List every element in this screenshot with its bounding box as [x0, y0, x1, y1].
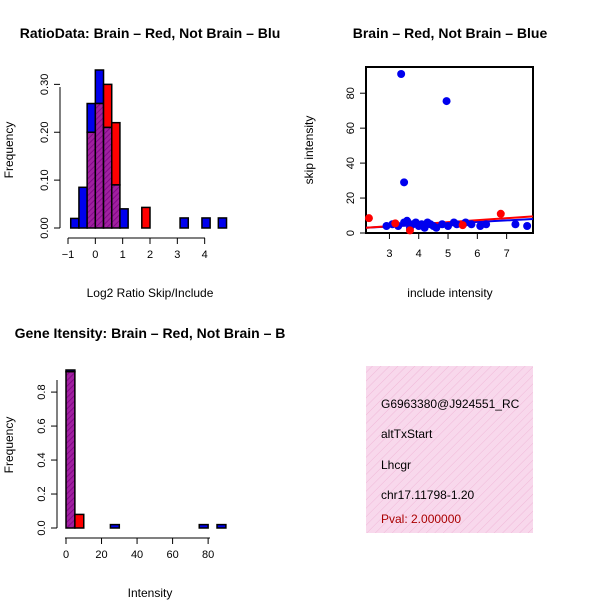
ratio-ytick-label: 0.10	[39, 169, 51, 190]
ratio-bar-blue	[86, 102, 97, 133]
gene-bar-red	[74, 513, 85, 529]
ratio-bar-overlap	[86, 131, 97, 229]
ratio-bar-blue	[201, 217, 211, 229]
gene-ylabel: Frequency	[2, 417, 16, 474]
point-red	[496, 209, 505, 218]
ratio-bar-blue	[78, 186, 88, 229]
scatter-ytick-label: 60	[345, 122, 357, 134]
ratio-xtick-label: 4	[202, 249, 208, 261]
point-blue	[442, 97, 451, 106]
info-id: G6963380@J924551_RC	[381, 397, 520, 411]
ratio-xtick-label: 2	[147, 249, 153, 261]
point-blue	[523, 222, 532, 231]
scatter-frame	[365, 66, 534, 234]
intensity-scatter: Brain – Red, Not Brain – Blue 3 4 5 6 7 0 20 40…	[302, 25, 547, 300]
ratio-bar-blue	[179, 217, 190, 229]
info-background	[366, 366, 533, 533]
point-red	[364, 214, 373, 223]
point-blue	[432, 223, 441, 232]
gene-ytick-label: 0.8	[36, 384, 48, 399]
gene-ytick-label: 0.0	[36, 520, 48, 535]
point-blue	[444, 222, 453, 231]
info-panel: G6963380@J924551_RC altTxStart Lhcgr chr…	[366, 366, 533, 533]
gene-xtick-label: 60	[166, 549, 178, 561]
gene-ytick-label: 0.2	[36, 486, 48, 501]
ratio-title: RatioData: Brain – Red, Not Brain – Blu	[20, 25, 281, 41]
ratio-xlabel: Log2 Ratio Skip/Include	[87, 286, 214, 300]
ratio-bar-overlap	[110, 184, 121, 229]
gene-xtick-label: 0	[63, 549, 69, 561]
ratio-bar-red	[141, 206, 151, 229]
ratio-histogram: RatioData: Brain – Red, Not Brain – Blu …	[2, 25, 280, 300]
gene-bar-blue	[109, 523, 121, 529]
point-blue	[452, 220, 461, 229]
ratio-bar-blue	[217, 217, 228, 229]
scatter-ylabel: skip intensity	[302, 116, 316, 185]
point-blue	[511, 220, 520, 229]
scatter-xtick-label: 5	[445, 248, 451, 260]
scatter-ytick-label: 40	[345, 157, 357, 169]
gene-intensity-histogram: Gene Itensity: Brain – Red, Not Brain – …	[2, 325, 285, 600]
scatter-ytick-label: 0	[345, 230, 357, 236]
point-blue	[403, 216, 412, 225]
scatter-ytick-label: 80	[345, 87, 357, 99]
gene-xtick-label: 80	[202, 549, 214, 561]
ratio-bar-overlap	[102, 126, 113, 229]
ratio-xtick-label: 1	[120, 249, 126, 261]
scatter-xtick-label: 7	[504, 248, 510, 260]
gene-bar-blue	[216, 523, 227, 529]
gene-title: Gene Itensity: Brain – Red, Not Brain – …	[15, 325, 286, 341]
ratio-ytick-label: 0.20	[39, 122, 51, 143]
ratio-xtick-label: −1	[62, 249, 75, 261]
gene-xtick-label: 40	[131, 549, 143, 561]
ratio-bar-blue	[119, 208, 129, 229]
gene-ytick-label: 0.4	[36, 452, 48, 467]
point-red	[391, 219, 400, 228]
info-pval: Pval: 2.000000	[381, 512, 461, 526]
info-type: altTxStart	[381, 427, 433, 441]
point-blue	[482, 220, 491, 229]
ratio-ytick-label: 0.00	[39, 217, 51, 238]
info-gene: Lhcgr	[381, 458, 411, 472]
ratio-bar-red	[102, 83, 113, 129]
gene-xtick-label: 20	[95, 549, 107, 561]
point-red	[405, 226, 414, 235]
info-location: chr17.11798-1.20	[381, 488, 475, 502]
gene-bars	[65, 369, 227, 529]
ratio-bar-red	[110, 121, 121, 186]
point-blue	[400, 178, 409, 187]
ratio-bar-blue	[69, 217, 80, 229]
gene-ytick-label: 0.6	[36, 418, 48, 433]
scatter-xtick-label: 3	[386, 248, 392, 260]
ratio-xtick-label: 0	[92, 249, 98, 261]
scatter-xtick-label: 6	[474, 248, 480, 260]
ratio-ytick-label: 0.30	[39, 74, 51, 95]
ratio-bar-blue	[94, 69, 105, 105]
ratio-bars	[69, 69, 228, 229]
scatter-points	[364, 69, 532, 235]
gene-bar-overlap	[65, 370, 76, 529]
point-blue	[397, 69, 406, 78]
scatter-xlabel: include intensity	[407, 286, 492, 300]
scatter-xtick-label: 4	[416, 248, 422, 260]
scatter-title: Brain – Red, Not Brain – Blue	[353, 25, 548, 41]
scatter-ytick-label: 20	[345, 192, 357, 204]
ratio-bar-overlap	[94, 102, 105, 229]
point-blue	[467, 220, 476, 229]
gene-bar-blue	[198, 523, 209, 529]
ratio-ylabel: Frequency	[2, 122, 16, 179]
ratio-xtick-label: 3	[174, 249, 180, 261]
gene-xlabel: Intensity	[128, 586, 173, 600]
point-red	[458, 221, 467, 230]
